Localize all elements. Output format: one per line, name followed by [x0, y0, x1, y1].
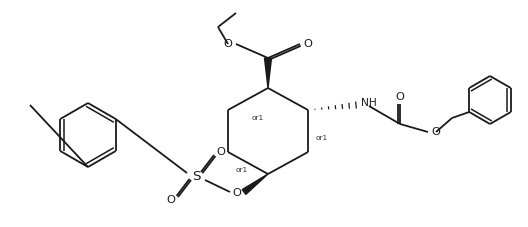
Text: or1: or1 [236, 167, 248, 173]
Text: O: O [395, 92, 404, 102]
Text: or1: or1 [316, 135, 328, 141]
Text: S: S [192, 170, 200, 183]
Polygon shape [242, 174, 268, 194]
Text: or1: or1 [252, 115, 264, 121]
Polygon shape [265, 58, 271, 88]
Text: NH: NH [361, 98, 377, 108]
Text: O: O [166, 195, 175, 205]
Text: O: O [431, 127, 440, 137]
Text: O: O [304, 39, 313, 49]
Text: O: O [223, 39, 232, 49]
Text: O: O [216, 147, 225, 157]
Text: O: O [232, 188, 241, 198]
